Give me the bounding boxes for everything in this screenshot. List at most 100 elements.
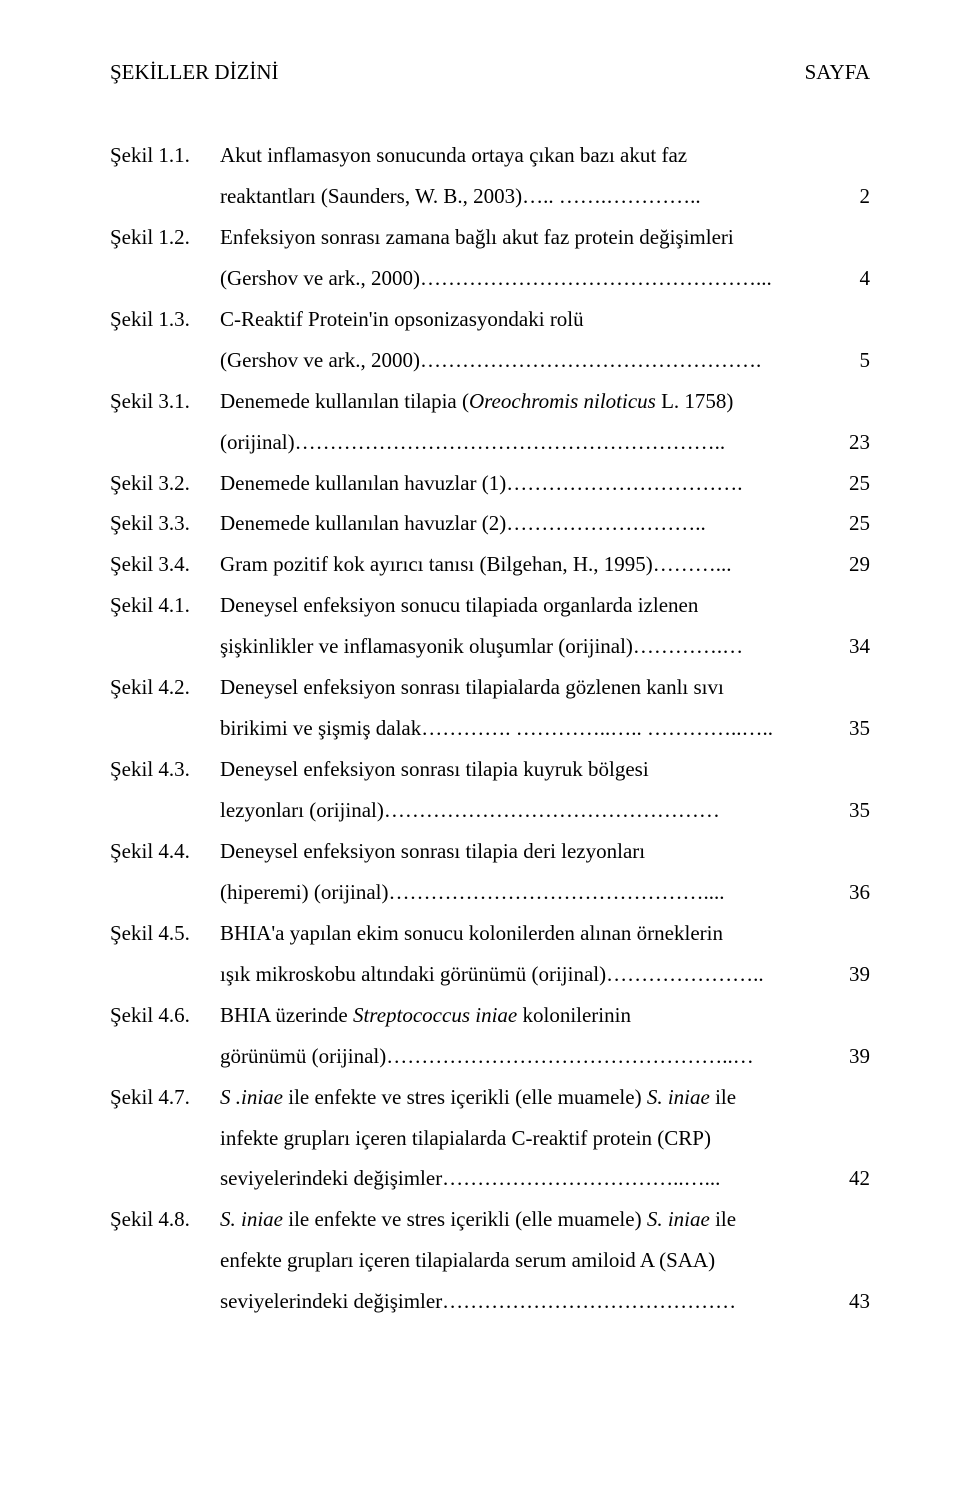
figure-label: Şekil 4.3. [110, 749, 220, 790]
page-number: 4 [836, 258, 870, 299]
figure-text-wrap: BHIA üzerinde Streptococcus iniae koloni… [220, 995, 870, 1077]
figure-label: Şekil 1.2. [110, 217, 220, 258]
figure-text: görünümü (orijinal)…………………………………………..… [220, 1036, 754, 1077]
page-number: 35 [836, 708, 870, 749]
figure-line: lezyonları (orijinal)………………………………………… 35 [220, 790, 870, 831]
page-number: 5 [836, 340, 870, 381]
page-number: 25 [836, 463, 870, 504]
figure-label: Şekil 4.5. [110, 913, 220, 954]
figure-entry: Şekil 3.1.Denemede kullanılan tilapia (O… [110, 381, 870, 463]
figure-text: birikimi ve şişmiş dalak…………. …………..….. … [220, 708, 773, 749]
figure-text: enfekte grupları içeren tilapialarda ser… [220, 1240, 715, 1281]
figure-line: BHIA üzerinde Streptococcus iniae koloni… [220, 995, 870, 1036]
page-number: 25 [836, 503, 870, 544]
figure-entry: Şekil 3.3. Denemede kullanılan havuzlar … [110, 503, 870, 544]
figure-line: ışık mikroskobu altındaki görünümü (orij… [220, 954, 870, 995]
figure-entry: Şekil 4.1.Deneysel enfeksiyon sonucu til… [110, 585, 870, 667]
figure-line: S. iniae ile enfekte ve stres içerikli (… [220, 1199, 870, 1240]
figure-text-wrap: Deneysel enfeksiyon sonrası tilapialarda… [220, 667, 870, 749]
figure-line: Denemede kullanılan havuzlar (1)……………………… [220, 463, 870, 504]
figure-line: Akut inflamasyon sonucunda ortaya çıkan … [220, 135, 870, 176]
italic-text: Oreochromis niloticus [469, 389, 656, 413]
figure-label: Şekil 4.8. [110, 1199, 220, 1240]
figure-entry: Şekil 3.4. Gram pozitif kok ayırıcı tanı… [110, 544, 870, 585]
figure-text: Akut inflamasyon sonucunda ortaya çıkan … [220, 135, 687, 176]
figure-label: Şekil 1.3. [110, 299, 220, 340]
header-row: ŞEKİLLER DİZİNİ SAYFA [110, 60, 870, 85]
page-number: 2 [836, 176, 870, 217]
figure-label: Şekil 3.3. [110, 503, 220, 544]
page-number: 35 [836, 790, 870, 831]
figure-line: Gram pozitif kok ayırıcı tanısı (Bilgeha… [220, 544, 870, 585]
figure-text: Denemede kullanılan tilapia (Oreochromis… [220, 381, 733, 422]
figure-text: ışık mikroskobu altındaki görünümü (orij… [220, 954, 764, 995]
figure-line: BHIA'a yapılan ekim sonucu kolonilerden … [220, 913, 870, 954]
figure-text: seviyelerindeki değişimler……………………………..…… [220, 1158, 720, 1199]
figure-entry: Şekil 1.1.Akut inflamasyon sonucunda ort… [110, 135, 870, 217]
figure-text-wrap: C-Reaktif Protein'in opsonizasyondaki ro… [220, 299, 870, 381]
figure-text: şişkinlikler ve inflamasyonik oluşumlar … [220, 626, 743, 667]
figure-text: (Gershov ve ark., 2000)…………………………………………. [220, 340, 761, 381]
figure-text: Gram pozitif kok ayırıcı tanısı (Bilgeha… [220, 544, 732, 585]
italic-text: S. iniae [220, 1207, 283, 1231]
figure-text: BHIA üzerinde Streptococcus iniae koloni… [220, 995, 631, 1036]
figure-label: Şekil 3.4. [110, 544, 220, 585]
figure-line: (hiperemi) (orijinal)………………………………………....… [220, 872, 870, 913]
figure-text: lezyonları (orijinal)………………………………………… [220, 790, 720, 831]
figure-text: C-Reaktif Protein'in opsonizasyondaki ro… [220, 299, 584, 340]
page-number: 39 [836, 954, 870, 995]
figure-entry: Şekil 1.3.C-Reaktif Protein'in opsonizas… [110, 299, 870, 381]
italic-text: S. iniae [647, 1085, 710, 1109]
page-number: 39 [836, 1036, 870, 1077]
figure-line: görünümü (orijinal)…………………………………………..… 39 [220, 1036, 870, 1077]
page-number: 23 [836, 422, 870, 463]
header-right: SAYFA [805, 60, 870, 85]
figure-line: infekte grupları içeren tilapialarda C-r… [220, 1118, 870, 1159]
figure-text: Deneysel enfeksiyon sonucu tilapiada org… [220, 585, 698, 626]
figure-text-wrap: BHIA'a yapılan ekim sonucu kolonilerden … [220, 913, 870, 995]
figure-line: Deneysel enfeksiyon sonrası tilapia deri… [220, 831, 870, 872]
figure-label: Şekil 4.4. [110, 831, 220, 872]
figure-text: reaktantları (Saunders, W. B., 2003)….. … [220, 176, 701, 217]
page: ŞEKİLLER DİZİNİ SAYFA Şekil 1.1.Akut inf… [0, 0, 960, 1485]
page-number: 34 [836, 626, 870, 667]
figure-text: Deneysel enfeksiyon sonrası tilapialarda… [220, 667, 724, 708]
figure-text: S .iniae ile enfekte ve stres içerikli (… [220, 1077, 736, 1118]
figure-line: Denemede kullanılan tilapia (Oreochromis… [220, 381, 870, 422]
figure-entry: Şekil 1.2.Enfeksiyon sonrası zamana bağl… [110, 217, 870, 299]
figure-line: reaktantları (Saunders, W. B., 2003)….. … [220, 176, 870, 217]
figure-text-wrap: Denemede kullanılan havuzlar (2)……………………… [220, 503, 870, 544]
figure-entry: Şekil 4.3.Deneysel enfeksiyon sonrası ti… [110, 749, 870, 831]
figure-text-wrap: Deneysel enfeksiyon sonucu tilapiada org… [220, 585, 870, 667]
figure-entry: Şekil 3.2.Denemede kullanılan havuzlar (… [110, 463, 870, 504]
figure-list: Şekil 1.1.Akut inflamasyon sonucunda ort… [110, 135, 870, 1322]
figure-text-wrap: Enfeksiyon sonrası zamana bağlı akut faz… [220, 217, 870, 299]
figure-label: Şekil 4.1. [110, 585, 220, 626]
figure-text: S. iniae ile enfekte ve stres içerikli (… [220, 1199, 736, 1240]
figure-text-wrap: Denemede kullanılan tilapia (Oreochromis… [220, 381, 870, 463]
figure-label: Şekil 3.1. [110, 381, 220, 422]
page-number: 29 [836, 544, 870, 585]
figure-label: Şekil 4.2. [110, 667, 220, 708]
figure-entry: Şekil 4.5.BHIA'a yapılan ekim sonucu kol… [110, 913, 870, 995]
figure-line: Deneysel enfeksiyon sonrası tilapia kuyr… [220, 749, 870, 790]
figure-text-wrap: S .iniae ile enfekte ve stres içerikli (… [220, 1077, 870, 1200]
figure-line: (Gershov ve ark., 2000)………………………………………….… [220, 258, 870, 299]
figure-label: Şekil 4.7. [110, 1077, 220, 1118]
figure-text: seviyelerindeki değişimler…………………………………… [220, 1281, 736, 1322]
figure-line: seviyelerindeki değişimler……………………………..…… [220, 1158, 870, 1199]
figure-line: S .iniae ile enfekte ve stres içerikli (… [220, 1077, 870, 1118]
figure-label: Şekil 3.2. [110, 463, 220, 504]
figure-text-wrap: Deneysel enfeksiyon sonrası tilapia kuyr… [220, 749, 870, 831]
figure-entry: Şekil 4.4.Deneysel enfeksiyon sonrası ti… [110, 831, 870, 913]
figure-label: Şekil 4.6. [110, 995, 220, 1036]
figure-text-wrap: Akut inflamasyon sonucunda ortaya çıkan … [220, 135, 870, 217]
figure-text: Enfeksiyon sonrası zamana bağlı akut faz… [220, 217, 734, 258]
figure-text-wrap: S. iniae ile enfekte ve stres içerikli (… [220, 1199, 870, 1322]
figure-text-wrap: Denemede kullanılan havuzlar (1)……………………… [220, 463, 870, 504]
page-number: 43 [836, 1281, 870, 1322]
figure-line: (Gershov ve ark., 2000)………………………………………….… [220, 340, 870, 381]
header-left: ŞEKİLLER DİZİNİ [110, 60, 279, 85]
figure-text: Deneysel enfeksiyon sonrası tilapia kuyr… [220, 749, 649, 790]
figure-line: birikimi ve şişmiş dalak…………. …………..….. … [220, 708, 870, 749]
